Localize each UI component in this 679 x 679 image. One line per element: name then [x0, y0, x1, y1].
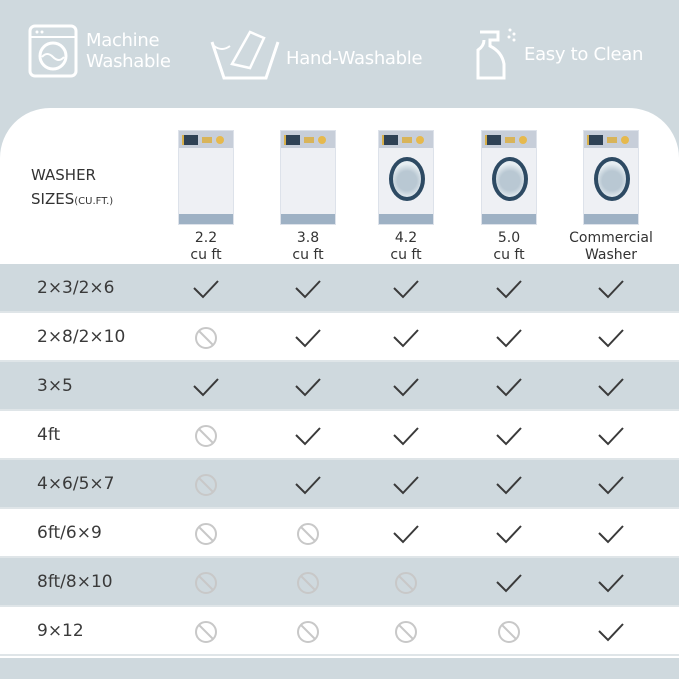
washer-image	[481, 130, 537, 225]
check-icon	[495, 570, 523, 596]
not-allowed-icon	[294, 570, 322, 596]
check-icon	[495, 423, 523, 449]
washer-image	[378, 130, 434, 225]
table-row: 4ft	[0, 411, 679, 460]
feature-machine-washable: Machine Washable	[28, 24, 171, 78]
check-icon	[392, 521, 420, 547]
rug-size-label: 8ft/8×10	[37, 572, 113, 592]
check-icon	[597, 570, 625, 596]
feature-label: Washable	[86, 51, 171, 72]
check-icon	[192, 374, 220, 400]
washer-image	[280, 130, 336, 225]
table-row: 4×6/5×7	[0, 460, 679, 509]
check-icon	[392, 325, 420, 351]
header-title-line1: WASHER	[31, 166, 96, 184]
spray-bottle-icon	[476, 28, 516, 80]
feature-easy-to-clean: Easy to Clean	[474, 26, 643, 82]
check-icon	[294, 472, 322, 498]
not-allowed-icon	[192, 570, 220, 596]
washer-image	[178, 130, 234, 225]
check-icon	[597, 423, 625, 449]
not-allowed-icon	[495, 619, 523, 645]
check-icon	[294, 276, 322, 302]
washer-size-value: 3.8	[296, 230, 320, 246]
washer-size-unit: cu ft	[292, 247, 324, 263]
check-icon	[294, 325, 322, 351]
rug-size-label: 2×3/2×6	[37, 278, 115, 298]
check-icon	[392, 472, 420, 498]
rug-size-label: 3×5	[37, 376, 73, 396]
not-allowed-icon	[294, 521, 322, 547]
feature-label: Machine	[86, 30, 160, 51]
check-icon	[392, 276, 420, 302]
not-allowed-icon	[392, 570, 420, 596]
washer-size-unit: cu ft	[190, 247, 222, 263]
not-allowed-icon	[192, 325, 220, 351]
footer-band	[0, 658, 679, 679]
washer-door	[389, 157, 425, 201]
check-icon	[597, 325, 625, 351]
washer-size-value: Commercial	[569, 230, 653, 246]
check-icon	[192, 276, 220, 302]
washer-column-header: 3.8 cu ft	[258, 130, 358, 264]
washer-size-value: 4.2	[394, 230, 418, 246]
table-row: 6ft/6×9	[0, 509, 679, 558]
check-icon	[597, 472, 625, 498]
table-row: 3×5	[0, 362, 679, 411]
rug-size-label: 4ft	[37, 425, 61, 445]
check-icon	[294, 423, 322, 449]
washer-size-value: 2.2	[194, 230, 218, 246]
check-icon	[495, 374, 523, 400]
header-unit: (CU.FT.)	[74, 196, 114, 207]
rug-size-label: 2×8/2×10	[37, 327, 126, 347]
check-icon	[495, 521, 523, 547]
header-title-line2: SIZES	[31, 190, 75, 208]
not-allowed-icon	[294, 619, 322, 645]
check-icon	[495, 472, 523, 498]
rug-size-label: 9×12	[37, 621, 84, 641]
washer-column-header: 2.2 cu ft	[156, 130, 256, 264]
washer-door	[492, 157, 528, 201]
not-allowed-icon	[192, 521, 220, 547]
table-row: 8ft/8×10	[0, 558, 679, 607]
table-header-title: WASHER SIZES(CU.FT.)	[31, 163, 113, 214]
rug-size-label: 6ft/6×9	[37, 523, 102, 543]
washer-column-header: Commercial Washer	[561, 130, 661, 264]
washer-size-unit: Washer	[584, 247, 638, 263]
washer-size-unit: cu ft	[390, 247, 422, 263]
washer-size-value: 5.0	[497, 230, 521, 246]
check-icon	[294, 374, 322, 400]
table-row: 2×3/2×6	[0, 264, 679, 313]
washer-column-header: 5.0 cu ft	[459, 130, 559, 264]
check-icon	[597, 276, 625, 302]
check-icon	[392, 423, 420, 449]
check-icon	[597, 521, 625, 547]
not-allowed-icon	[192, 423, 220, 449]
washer-size-unit: cu ft	[493, 247, 525, 263]
feature-label: Hand-Washable	[286, 47, 423, 69]
washer-door	[594, 157, 630, 201]
hand-wash-icon	[210, 30, 280, 80]
not-allowed-icon	[192, 472, 220, 498]
check-icon	[597, 619, 625, 645]
washer-column-header: 4.2 cu ft	[356, 130, 456, 264]
check-icon	[597, 374, 625, 400]
feature-label: Easy to Clean	[524, 43, 644, 65]
feature-hand-washable: Hand-Washable	[210, 28, 423, 80]
table-row: 2×8/2×10	[0, 313, 679, 362]
check-icon	[495, 325, 523, 351]
washing-machine-icon	[28, 24, 78, 78]
table-row: 9×12	[0, 607, 679, 656]
not-allowed-icon	[392, 619, 420, 645]
not-allowed-icon	[192, 619, 220, 645]
check-icon	[392, 374, 420, 400]
washer-image	[583, 130, 639, 225]
rug-size-label: 4×6/5×7	[37, 474, 115, 494]
check-icon	[495, 276, 523, 302]
